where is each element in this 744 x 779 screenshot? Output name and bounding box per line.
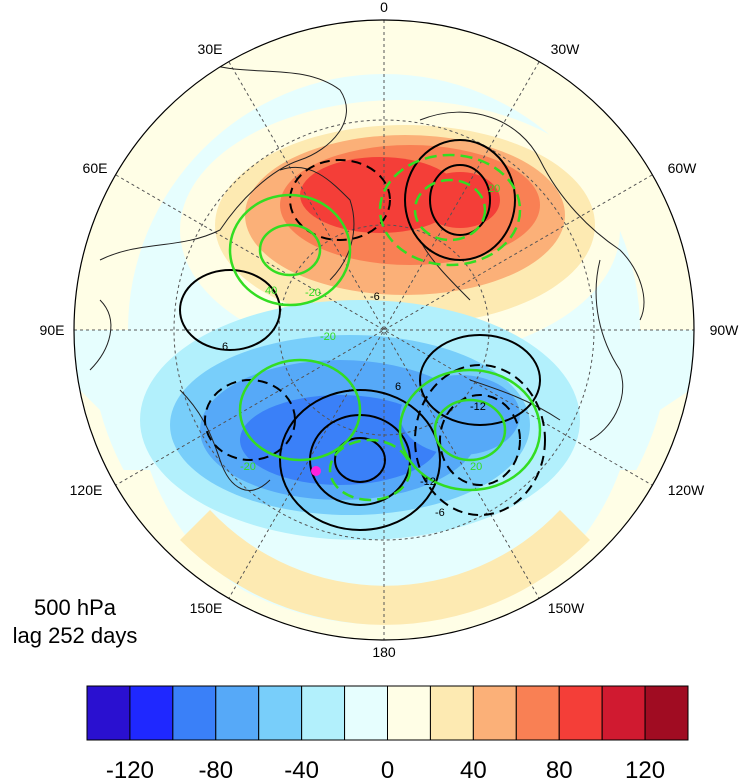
contour-label: 20: [488, 183, 500, 195]
lon-label-150w: 150W: [548, 600, 585, 616]
contour-label: -6: [370, 291, 380, 303]
colorbar-tick-label: 120: [625, 757, 665, 779]
colorbar-swatch: [515, 685, 560, 741]
colorbar-tick-label: -80: [198, 757, 233, 779]
colorbar-swatch: [429, 685, 474, 741]
lag-label: lag 252 days: [12, 623, 138, 648]
colorbar-tick-label: -40: [284, 757, 319, 779]
colorbar-swatch: [472, 685, 517, 741]
green-contours: [228, 153, 542, 502]
shaded-anomaly-field: 6 -6 6 -12 -6 -12 -20 40 -20 20 -20 20: [74, 20, 694, 640]
lon-label-60e: 60E: [83, 160, 108, 176]
contour-label: 6: [395, 381, 401, 393]
contour-label: -12: [470, 401, 486, 413]
contour-label: 20: [470, 461, 482, 473]
contour-label: -20: [240, 461, 256, 473]
colorbar: -120 -80 -40 0 40 80 120: [86, 685, 689, 779]
colorbar-swatch: [86, 685, 131, 741]
colorbar-swatch: [387, 685, 431, 741]
contour-label: 40: [265, 285, 277, 297]
colorbar-swatch: [601, 685, 646, 741]
colorbar-swatch: [258, 685, 303, 741]
map-boundary: [73, 19, 695, 641]
contour-labels: 6 -6 6 -12 -6 -12 -20 40 -20 20 -20 20: [222, 183, 500, 519]
lon-label-0: 0: [380, 0, 388, 15]
lon-label-30w: 30W: [551, 41, 581, 57]
colorbar-swatch: [301, 685, 346, 741]
pressure-level-label: 500 hPa: [34, 595, 116, 620]
contour-label: -12: [420, 476, 436, 488]
longitude-labels: 0 30W 60W 90W 120W 150W 180 150E 120E 90…: [40, 0, 740, 660]
colorbar-swatch: [344, 685, 389, 741]
coastlines: [89, 59, 645, 491]
lon-label-30e: 30E: [198, 41, 223, 57]
contour-label: -20: [305, 287, 321, 299]
lon-label-120w: 120W: [668, 482, 705, 498]
graticule: [74, 20, 694, 640]
lon-label-60w: 60W: [668, 160, 698, 176]
contour-label: 6: [222, 341, 228, 353]
colorbar-swatch: [172, 685, 217, 741]
colorbar-swatch: [644, 685, 689, 741]
colorbar-tick-label: 40: [460, 757, 487, 779]
lon-label-180: 180: [372, 644, 396, 660]
lon-label-90w: 90W: [710, 322, 740, 338]
lon-label-90e: 90E: [40, 322, 65, 338]
colorbar-swatch: [129, 685, 174, 741]
colorbar-tick-label: 80: [546, 757, 573, 779]
colorbar-tick-label: 0: [381, 757, 394, 779]
colorbar-tick-label: -120: [106, 757, 154, 779]
contour-label: -6: [435, 507, 445, 519]
colorbar-swatch: [215, 685, 260, 741]
location-marker: [311, 466, 321, 476]
contour-label: -20: [320, 331, 336, 343]
lon-label-150e: 150E: [190, 600, 223, 616]
lon-label-120e: 120E: [70, 482, 103, 498]
colorbar-swatch: [558, 685, 603, 741]
